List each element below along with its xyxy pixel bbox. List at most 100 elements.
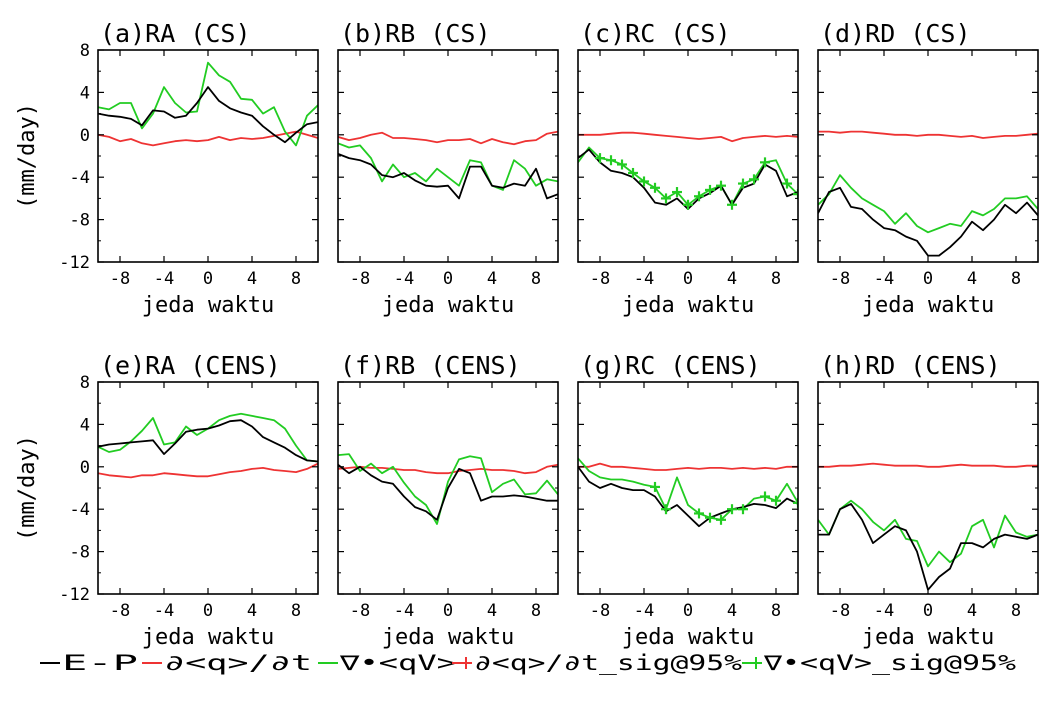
legend-label: ∇•<qV> — [338, 651, 456, 675]
series-line-dqdt — [338, 130, 558, 146]
panel-title: (c)RC (CS) — [580, 19, 731, 48]
y-tick-label: 8 — [80, 41, 90, 61]
x-tick-label: 0 — [683, 601, 693, 621]
series-line-div — [338, 142, 558, 191]
y-tick-label: 4 — [80, 415, 90, 435]
x-tick-label: -4 — [394, 269, 414, 289]
sig-marker — [672, 187, 682, 198]
x-tick-label: -4 — [394, 601, 414, 621]
y-tick-label: -8 — [70, 211, 90, 231]
sig-marker — [716, 180, 726, 191]
x-tick-label: 8 — [291, 269, 301, 289]
x-tick-label: 0 — [923, 269, 933, 289]
legend: E-P ∂<q>/∂t ∇•<qV> ∂<q>/∂t_sig@95% ∇•<qV>_si… — [40, 651, 1016, 675]
x-tick-label: -4 — [154, 601, 174, 621]
x-tick-label: 8 — [291, 601, 301, 621]
series-line-dqdt — [578, 131, 798, 143]
sig-marker — [782, 178, 792, 189]
legend-item: ∇•<qV> — [318, 651, 456, 675]
x-tick-label: -4 — [874, 601, 894, 621]
x-axis-label: jeda waktu — [142, 293, 274, 318]
series-line-ep — [338, 153, 558, 200]
sig-marker — [606, 155, 616, 166]
series-group — [98, 61, 318, 147]
series-line-div — [818, 174, 1038, 234]
sig-marker — [650, 182, 660, 193]
y-tick-label: 8 — [80, 373, 90, 393]
x-axis-label: jeda waktu — [142, 625, 274, 650]
series-line-div — [98, 412, 318, 463]
sig-marker — [716, 514, 726, 525]
x-tick-label: 4 — [967, 601, 977, 621]
series-line-ep — [98, 419, 318, 463]
legend-label: E-P — [62, 651, 138, 675]
sig-marker — [705, 512, 715, 523]
x-tick-label: 0 — [203, 269, 213, 289]
sig-marker — [694, 508, 704, 519]
x-tick-label: 4 — [487, 269, 497, 289]
x-tick-label: 4 — [247, 269, 257, 289]
panel-title: (b)RB (CS) — [340, 19, 491, 48]
y-tick-label: 4 — [80, 83, 90, 103]
legend-label: ∂<q>/∂t_sig@95% — [474, 651, 742, 675]
panel-title: (h)RD (CENS) — [820, 351, 1001, 380]
sig-marker — [650, 481, 660, 492]
legend-item: ∇•<qV>_sig@95% — [742, 651, 1016, 675]
sig-marker — [639, 176, 649, 187]
sig-marker — [727, 504, 737, 515]
y-tick-label: -4 — [70, 168, 90, 188]
series-line-div — [818, 499, 1038, 568]
sig-marker — [683, 199, 693, 210]
series-line-dqdt — [818, 462, 1038, 468]
x-tick-label: 0 — [203, 601, 213, 621]
panel-3: (d)RD (CS) -8 -4 0 4 8 jeda waktu — [817, 19, 1039, 318]
y-tick-label: -12 — [59, 253, 90, 273]
x-tick-label: -8 — [110, 269, 130, 289]
x-tick-label: -8 — [830, 601, 850, 621]
legend-item: ∂<q>/∂t — [142, 651, 312, 675]
panel-frame — [817, 381, 1039, 595]
panel-frame — [577, 381, 799, 595]
x-tick-label: -4 — [634, 269, 654, 289]
sig-marker — [705, 184, 715, 195]
panel-title: (e)RA (CENS) — [100, 351, 281, 380]
series-line-ep — [578, 466, 798, 528]
x-tick-label: 8 — [771, 601, 781, 621]
y-tick-label: -8 — [70, 543, 90, 563]
legend-label: ∇•<qV>_sig@95% — [763, 651, 1017, 675]
legend-item: E-P — [40, 651, 138, 675]
legend-item: ∂<q>/∂t_sig@95% — [452, 651, 742, 675]
x-axis-label: jeda waktu — [862, 293, 994, 318]
sig-marker — [793, 497, 798, 508]
series-group — [818, 462, 1038, 591]
x-tick-label: 0 — [923, 601, 933, 621]
x-axis-label: jeda waktu — [622, 293, 754, 318]
panel-frame — [97, 49, 319, 263]
panel-title: (f)RB (CENS) — [340, 351, 521, 380]
y-axis-label: (mm/day) — [15, 435, 40, 541]
series-line-ep — [338, 463, 558, 521]
x-tick-label: -4 — [634, 601, 654, 621]
y-axis-label: (mm/day) — [15, 103, 40, 209]
panel-0: (a)RA (CS) -8 -4 0 4 8 8 4 0 -4 -8 -12 (mm/day) jeda … — [15, 19, 319, 318]
sig-marker — [738, 504, 748, 515]
x-tick-label: -4 — [874, 269, 894, 289]
sig-marker — [760, 157, 770, 168]
panel-1: (b)RB (CS) -8 -4 0 4 8 jeda waktu — [337, 19, 559, 318]
x-tick-label: 4 — [247, 601, 257, 621]
series-line-ep — [98, 86, 318, 144]
y-tick-label: 0 — [80, 458, 90, 478]
sig-marker — [760, 491, 770, 502]
sig-marker — [617, 159, 627, 170]
x-tick-label: 8 — [531, 601, 541, 621]
x-axis-label: jeda waktu — [862, 625, 994, 650]
sig-marker — [694, 191, 704, 202]
x-tick-label: 8 — [1011, 269, 1021, 289]
panel-6: (g)RC (CENS) -8 -4 0 4 8 jeda waktu — [577, 351, 799, 650]
series-line-div — [98, 61, 318, 147]
sig-marker — [738, 178, 748, 189]
x-axis-label: jeda waktu — [382, 293, 514, 318]
x-tick-label: 4 — [727, 601, 737, 621]
series-group — [338, 453, 558, 525]
